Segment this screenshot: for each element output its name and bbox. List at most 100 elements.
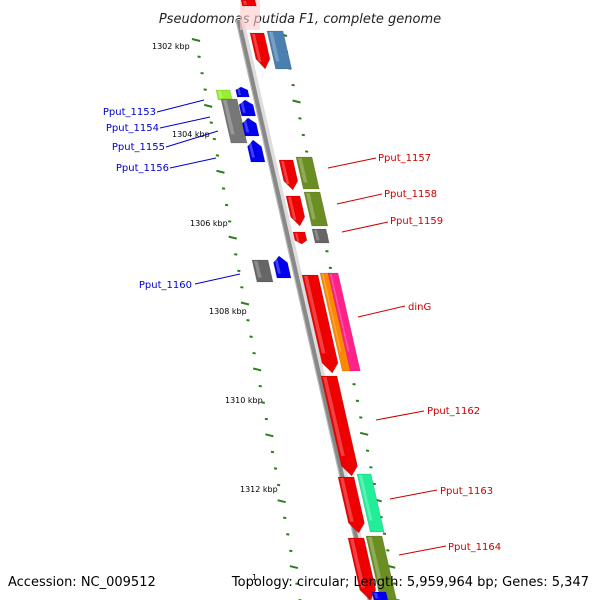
tick-mark (305, 150, 309, 153)
gene-highlight (314, 230, 320, 241)
map-title: Pseudomonas putida F1, complete genome (159, 12, 441, 27)
gene-label-right[interactable]: Pput_1159 (390, 216, 443, 227)
tick-mark (276, 483, 281, 487)
gene-label-right[interactable]: Pput_1157 (378, 153, 431, 164)
tick-mark (283, 516, 287, 520)
tick-mark (258, 384, 262, 388)
tick-mark (197, 55, 201, 58)
gene-block (220, 98, 248, 144)
tick-mark (215, 154, 220, 157)
gene-highlight (252, 34, 262, 62)
kbp-label: 1306 kbp (190, 219, 228, 228)
gene-highlight (368, 537, 384, 588)
tick-mark (325, 250, 329, 253)
gene-highlight (223, 100, 235, 135)
tick-mark (270, 450, 275, 454)
gene-block (238, 99, 257, 117)
gene-block (249, 32, 271, 70)
tick-mark (265, 433, 274, 438)
gene-highlight (281, 161, 290, 184)
tick-mark (221, 187, 226, 190)
gene-highlight (350, 539, 365, 588)
tick-mark (292, 99, 301, 104)
gene-block (247, 139, 266, 163)
tick-mark (277, 499, 286, 504)
gene-label-left[interactable]: Pput_1156 (116, 163, 169, 174)
tick-mark (246, 319, 250, 322)
left-gene-labels: Pput_1153 Pput_1154 Pput_1155 Pput_1156 … (103, 99, 241, 291)
gene-block (278, 159, 299, 191)
tick-mark (328, 266, 333, 270)
gene-block (311, 228, 330, 244)
gene-block (301, 274, 339, 374)
tick-mark (352, 382, 356, 386)
footnote-marker: 1 (252, 573, 257, 582)
gene-highlight (269, 32, 280, 62)
tick-mark (386, 549, 390, 552)
gene-highlight (374, 593, 379, 599)
gene-block (240, 0, 257, 7)
tick-mark (286, 533, 290, 536)
gene-highlight (322, 274, 342, 352)
gene-block (273, 255, 292, 279)
kbp-label: 1310 kbp (225, 396, 263, 405)
kbp-label: 1308 kbp (209, 307, 247, 316)
tick-mark (249, 335, 253, 338)
kbp-scale: 1302 kbp 1304 kbp 1306 kbp 1308 kbp 1310… (152, 42, 278, 494)
tick-mark (382, 532, 387, 536)
gene-block (337, 476, 365, 534)
tick-mark (212, 137, 217, 141)
tick-mark (372, 482, 376, 486)
gene-block (356, 473, 385, 533)
gene-block (285, 195, 306, 227)
gene-block (320, 375, 358, 477)
gene-label-right[interactable]: dinG (408, 302, 431, 313)
gene-block (235, 86, 250, 98)
tick-mark (252, 367, 262, 372)
gene-highlight (254, 261, 262, 278)
gene-block (292, 231, 308, 245)
gene-label-right[interactable]: Pput_1164 (448, 542, 501, 553)
tick-mark (359, 416, 363, 419)
tick-mark (228, 235, 237, 240)
gene-highlight (248, 141, 255, 158)
kbp-label: 1302 kbp (152, 42, 190, 51)
gene-highlight (288, 197, 297, 220)
tick-mark (365, 449, 370, 452)
tick-mark (252, 351, 256, 355)
gene-label-right[interactable]: Pput_1158 (384, 189, 437, 200)
gene-highlight (295, 233, 300, 242)
tick-mark (261, 401, 265, 404)
tick-mark (264, 417, 269, 421)
gene-highlight (274, 257, 281, 274)
gene-highlight (323, 377, 345, 456)
tick-mark (237, 269, 241, 273)
gene-label-left[interactable]: Pput_1154 (106, 123, 159, 134)
gene-features (215, 0, 397, 600)
tick-mark (369, 466, 373, 469)
gene-highlight (240, 101, 246, 113)
gene-block (303, 191, 329, 227)
gene-label-right[interactable]: Pput_1163 (440, 486, 493, 497)
tick-mark (289, 565, 299, 570)
gene-highlight (304, 276, 326, 354)
gene-highlight (340, 478, 354, 522)
gene-highlight (243, 119, 250, 133)
tick-mark (216, 169, 225, 174)
tick-mark (240, 286, 244, 289)
gene-label-right[interactable]: Pput_1162 (427, 406, 480, 417)
gene-highlight (243, 1, 247, 5)
gene-label-left[interactable]: Pput_1153 (103, 107, 156, 118)
gene-block (295, 156, 320, 190)
tick-mark (273, 467, 278, 470)
gene-block (251, 259, 274, 283)
tick-mark (224, 203, 229, 207)
tick-mark (289, 549, 293, 553)
gene-highlight (359, 475, 373, 521)
gene-label-left[interactable]: Pput_1155 (112, 142, 165, 153)
gene-label-left[interactable]: Pput_1160 (139, 280, 192, 291)
tick-mark (209, 121, 213, 124)
tick-mark (234, 253, 238, 256)
backbone-fade (240, 0, 260, 30)
